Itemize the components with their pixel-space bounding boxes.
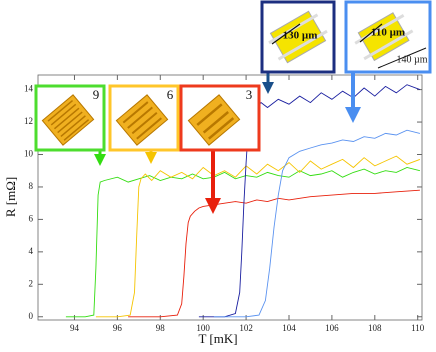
inset-label: 6 bbox=[167, 87, 174, 102]
inset-3: 3 bbox=[179, 84, 261, 152]
meander bbox=[115, 94, 169, 146]
dimension-line bbox=[377, 47, 427, 69]
inset-6: 6 bbox=[108, 84, 180, 152]
lead bbox=[363, 29, 414, 61]
chip bbox=[115, 94, 169, 146]
data-line bbox=[128, 189, 420, 318]
x-tick-label: 98 bbox=[156, 323, 166, 333]
inset-frame bbox=[344, 0, 432, 74]
inset-label: 140 µm bbox=[396, 54, 427, 65]
stripes bbox=[122, 101, 162, 140]
plot-frame bbox=[37, 74, 423, 321]
chip bbox=[357, 12, 410, 62]
x-tick-label: 96 bbox=[113, 323, 123, 333]
inset-label: 110 µm bbox=[371, 27, 405, 39]
y-axis-label: R [mΩ] bbox=[3, 177, 18, 217]
data-line bbox=[65, 167, 421, 318]
inset-label: 3 bbox=[246, 87, 253, 102]
x-tick-label: 94 bbox=[70, 323, 80, 333]
y-tick-label: 6 bbox=[29, 213, 34, 223]
data-line bbox=[213, 129, 421, 318]
y-tick-label: 2 bbox=[29, 278, 34, 288]
x-tick-label: 100 bbox=[196, 323, 210, 333]
y-tick-label: 8 bbox=[29, 181, 34, 191]
inset-9: 9 bbox=[34, 84, 106, 152]
y-tick-label: 0 bbox=[29, 311, 34, 321]
inset-130: 130 µm bbox=[260, 0, 336, 74]
meander bbox=[41, 94, 95, 146]
inset-label: 130 µm bbox=[283, 30, 318, 42]
chip bbox=[41, 94, 95, 146]
chip bbox=[187, 94, 241, 146]
data-line bbox=[95, 155, 421, 318]
y-tick-label: 12 bbox=[24, 116, 33, 126]
lead bbox=[277, 29, 328, 61]
x-tick-label: 106 bbox=[325, 323, 339, 333]
stripes bbox=[47, 99, 90, 141]
dimension-line bbox=[271, 23, 301, 45]
x-tick-label: 108 bbox=[368, 323, 382, 333]
x-tick-label: 102 bbox=[239, 323, 253, 333]
stripes bbox=[196, 103, 235, 140]
meander bbox=[187, 94, 241, 146]
chip bbox=[269, 10, 327, 64]
x-axis-label: T [mK] bbox=[198, 331, 237, 346]
inset-label: 9 bbox=[93, 87, 100, 102]
x-tick-label: 110 bbox=[411, 323, 425, 333]
arrows bbox=[94, 73, 361, 214]
y-tick-label: 4 bbox=[29, 246, 34, 256]
inset-110: 110 µm 140 µm bbox=[344, 0, 432, 74]
data-line bbox=[198, 84, 421, 318]
y-tick-label: 10 bbox=[24, 149, 34, 159]
dimension-line bbox=[359, 23, 383, 43]
y-tick-label: 14 bbox=[24, 84, 34, 94]
x-tick-label: 104 bbox=[282, 323, 296, 333]
